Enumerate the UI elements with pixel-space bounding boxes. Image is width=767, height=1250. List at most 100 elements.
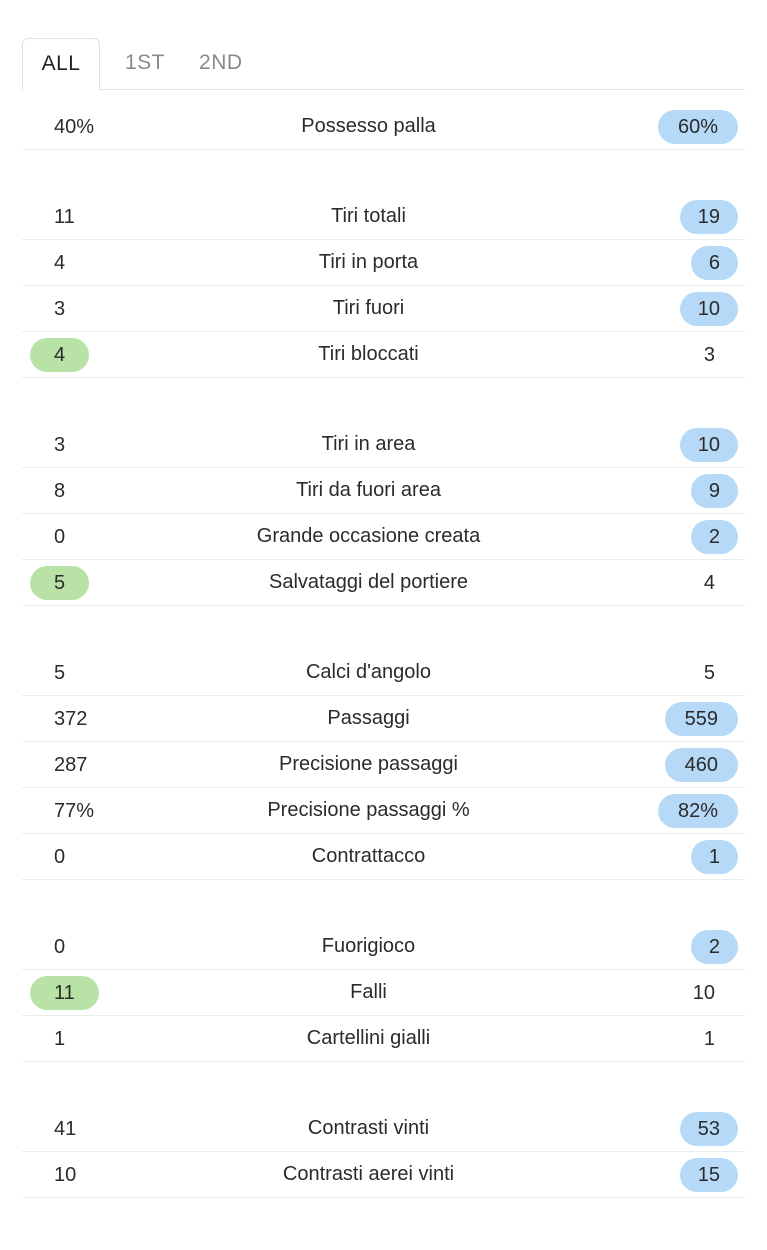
away-value: 1 bbox=[595, 1016, 745, 1061]
away-value: 6 bbox=[595, 240, 745, 285]
stat-label: Calci d'angolo bbox=[305, 661, 431, 683]
away-leader-badge: 15 bbox=[679, 1157, 738, 1192]
away-leader-badge: 53 bbox=[679, 1111, 738, 1146]
away-value: 53 bbox=[595, 1106, 745, 1151]
away-leader-badge: 6 bbox=[690, 245, 738, 280]
stat-row: 5 Calci d'angolo 5 bbox=[22, 650, 745, 696]
stat-label: Tiri totali bbox=[331, 205, 406, 227]
stat-row: 3 Tiri fuori 10 bbox=[22, 286, 745, 332]
away-value: 10 bbox=[595, 422, 745, 467]
stat-label: Precisione passaggi % bbox=[267, 799, 470, 821]
stat-row: 8 Tiri da fuori area 9 bbox=[22, 468, 745, 514]
stat-label: Passaggi bbox=[327, 707, 410, 729]
away-value-text: 3 bbox=[703, 343, 715, 366]
stat-row: 0 Contrattacco 1 bbox=[22, 834, 745, 880]
home-value-text: 40% bbox=[54, 115, 95, 138]
away-value: 3 bbox=[595, 332, 745, 377]
home-value-text: 41 bbox=[54, 1117, 77, 1140]
away-value-text: 10 bbox=[692, 981, 715, 1004]
away-value: 1 bbox=[595, 834, 745, 879]
away-value: 4 bbox=[595, 560, 745, 605]
stat-label: Contrasti aerei vinti bbox=[282, 1163, 455, 1185]
away-leader-badge: 60% bbox=[657, 109, 738, 144]
home-value-text: 10 bbox=[54, 1163, 77, 1186]
stat-label: Tiri in porta bbox=[318, 251, 419, 273]
stat-row: 3 Tiri in area 10 bbox=[22, 422, 745, 468]
home-value-text: 0 bbox=[54, 845, 66, 868]
away-leader-badge: 82% bbox=[657, 793, 738, 828]
away-leader-badge: 10 bbox=[679, 427, 738, 462]
away-value-text: 4 bbox=[703, 571, 715, 594]
stat-row: 1 Cartellini gialli 1 bbox=[22, 1016, 745, 1062]
away-leader-badge: 1 bbox=[690, 839, 738, 874]
home-value: 11 bbox=[22, 194, 142, 239]
home-leader-badge: 11 bbox=[30, 975, 99, 1010]
away-value: 559 bbox=[595, 696, 745, 741]
stat-row: 0 Fuorigioco 2 bbox=[22, 924, 745, 970]
home-value: 3 bbox=[22, 286, 142, 331]
stat-label: Contrattacco bbox=[311, 845, 426, 867]
home-value: 0 bbox=[22, 514, 142, 559]
stat-row: 41 Contrasti vinti 53 bbox=[22, 1106, 745, 1152]
away-leader-badge: 2 bbox=[690, 929, 738, 964]
home-value: 4 bbox=[22, 332, 142, 377]
away-leader-badge: 19 bbox=[679, 199, 738, 234]
home-value-text: 4 bbox=[54, 251, 66, 274]
stat-row: 4 Tiri bloccati 3 bbox=[22, 332, 745, 378]
home-value: 0 bbox=[22, 924, 142, 969]
period-tabs: ALL 1ST 2ND bbox=[22, 37, 745, 90]
stats-table: 40% Possesso palla 60% 11 Tiri totali 19 4 Tiri… bbox=[22, 104, 745, 1198]
home-leader-badge: 4 bbox=[30, 337, 90, 372]
home-value-text: 372 bbox=[54, 707, 88, 730]
home-value: 8 bbox=[22, 468, 142, 513]
home-value: 4 bbox=[22, 240, 142, 285]
tab-all[interactable]: ALL bbox=[22, 38, 100, 90]
away-value: 2 bbox=[595, 924, 745, 969]
home-value: 1 bbox=[22, 1016, 142, 1061]
away-value: 19 bbox=[595, 194, 745, 239]
stat-label: Tiri in area bbox=[321, 433, 416, 455]
home-value: 0 bbox=[22, 834, 142, 879]
home-value-text: 0 bbox=[54, 525, 66, 548]
home-value: 5 bbox=[22, 560, 142, 605]
home-value: 41 bbox=[22, 1106, 142, 1151]
stat-row: 11 Tiri totali 19 bbox=[22, 194, 745, 240]
stat-label: Tiri fuori bbox=[332, 297, 405, 319]
stat-label: Precisione passaggi bbox=[279, 753, 458, 775]
away-leader-badge: 559 bbox=[664, 701, 738, 736]
stat-row: 0 Grande occasione creata 2 bbox=[22, 514, 745, 560]
home-value: 372 bbox=[22, 696, 142, 741]
home-value: 77% bbox=[22, 788, 142, 833]
stat-label: Cartellini gialli bbox=[306, 1027, 431, 1049]
away-value: 2 bbox=[595, 514, 745, 559]
stat-label: Fuorigioco bbox=[321, 935, 416, 957]
home-leader-badge: 5 bbox=[30, 565, 90, 600]
home-value: 287 bbox=[22, 742, 142, 787]
home-value: 3 bbox=[22, 422, 142, 467]
home-value: 10 bbox=[22, 1152, 142, 1197]
stat-row: 5 Salvataggi del portiere 4 bbox=[22, 560, 745, 606]
stat-label: Tiri da fuori area bbox=[296, 479, 441, 501]
stat-row: 4 Tiri in porta 6 bbox=[22, 240, 745, 286]
tab-1st[interactable]: 1ST bbox=[125, 51, 166, 74]
away-leader-badge: 2 bbox=[690, 519, 738, 554]
away-value-text: 1 bbox=[703, 1027, 715, 1050]
away-value: 10 bbox=[595, 970, 745, 1015]
stat-label: Tiri bloccati bbox=[318, 343, 419, 365]
stat-label: Contrasti vinti bbox=[307, 1117, 430, 1139]
stat-label: Grande occasione creata bbox=[256, 525, 481, 547]
stat-row: 287 Precisione passaggi 460 bbox=[22, 742, 745, 788]
home-value: 5 bbox=[22, 650, 142, 695]
stat-label: Salvataggi del portiere bbox=[268, 571, 468, 593]
away-leader-badge: 10 bbox=[679, 291, 738, 326]
home-value-text: 3 bbox=[54, 297, 66, 320]
stat-row: 77% Precisione passaggi % 82% bbox=[22, 788, 745, 834]
stat-row: 10 Contrasti aerei vinti 15 bbox=[22, 1152, 745, 1198]
home-value: 40% bbox=[22, 104, 142, 149]
stat-row: 40% Possesso palla 60% bbox=[22, 104, 745, 150]
stat-row: 11 Falli 10 bbox=[22, 970, 745, 1016]
home-value-text: 11 bbox=[54, 205, 75, 228]
away-value: 15 bbox=[595, 1152, 745, 1197]
away-value: 10 bbox=[595, 286, 745, 331]
tab-2nd[interactable]: 2ND bbox=[199, 51, 243, 74]
